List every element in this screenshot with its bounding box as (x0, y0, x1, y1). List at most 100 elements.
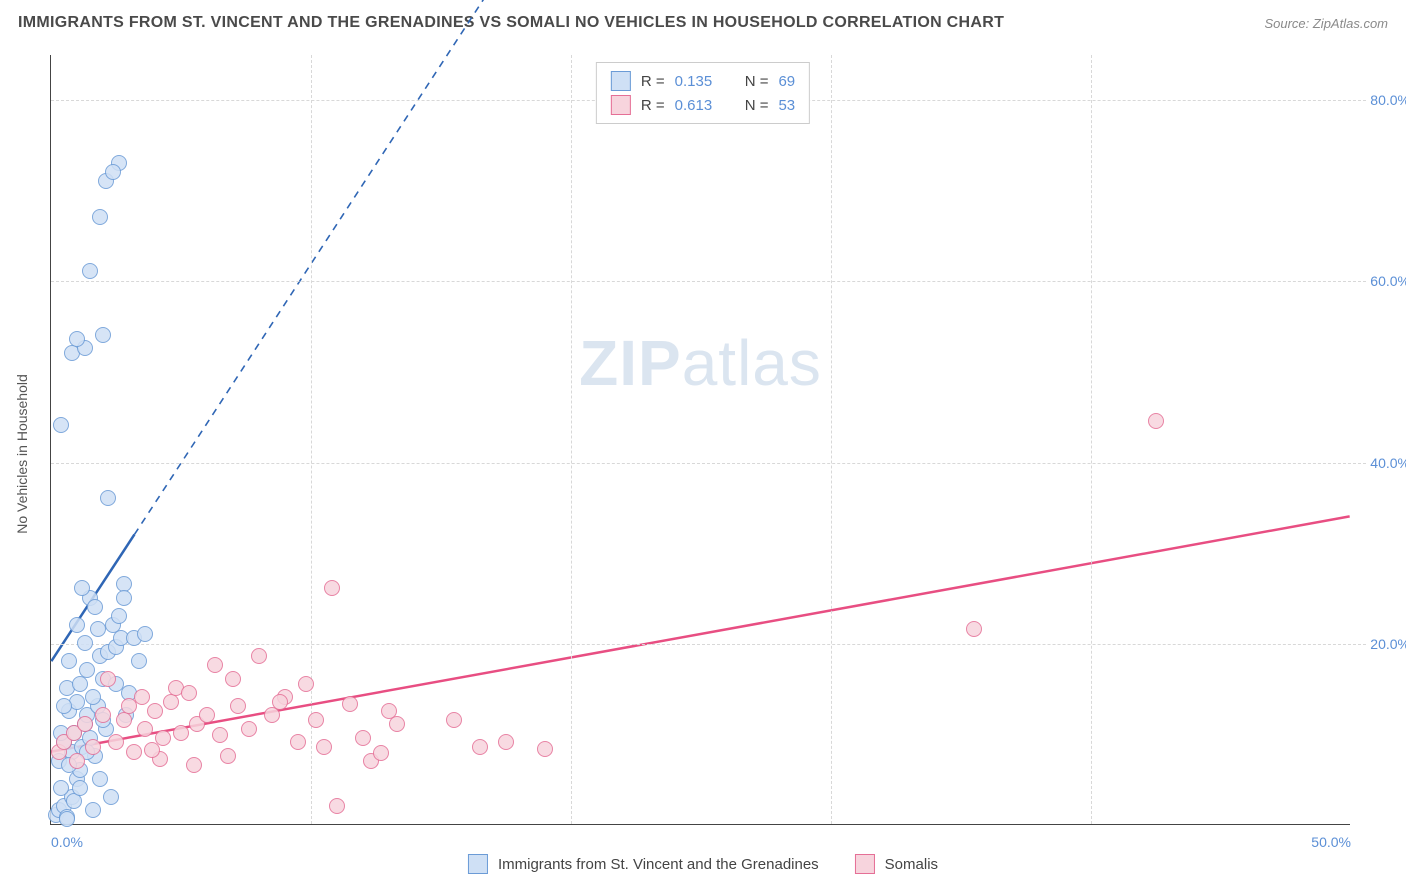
scatter-point (308, 712, 324, 728)
scatter-point (92, 771, 108, 787)
scatter-point (966, 621, 982, 637)
legend-n-value: 53 (778, 97, 795, 114)
gridline-horizontal (51, 644, 1366, 645)
scatter-point (59, 811, 75, 827)
scatter-point (137, 626, 153, 642)
scatter-point (100, 490, 116, 506)
scatter-point (251, 648, 267, 664)
scatter-point (298, 676, 314, 692)
scatter-point (126, 744, 142, 760)
scatter-point (199, 707, 215, 723)
scatter-point (207, 657, 223, 673)
scatter-point (1148, 413, 1164, 429)
scatter-point (100, 671, 116, 687)
source-label: Source: ZipAtlas.com (1264, 16, 1388, 31)
scatter-point (241, 721, 257, 737)
scatter-point (537, 741, 553, 757)
scatter-point (69, 753, 85, 769)
y-tick-label: 80.0% (1370, 92, 1406, 108)
scatter-point (53, 417, 69, 433)
gridline-vertical (1091, 55, 1092, 824)
legend-r-label: R = (641, 73, 665, 90)
x-tick-label: 50.0% (1311, 834, 1351, 850)
scatter-point (95, 327, 111, 343)
scatter-point (324, 580, 340, 596)
legend-n-value: 69 (778, 73, 795, 90)
scatter-point (95, 707, 111, 723)
scatter-point (105, 164, 121, 180)
scatter-point (147, 703, 163, 719)
scatter-point (264, 707, 280, 723)
scatter-point (69, 331, 85, 347)
scatter-point (355, 730, 371, 746)
scatter-point (137, 721, 153, 737)
bottom-legend-label: Immigrants from St. Vincent and the Gren… (498, 856, 819, 873)
scatter-point (446, 712, 462, 728)
scatter-point (342, 696, 358, 712)
trend-lines (51, 55, 1350, 824)
bottom-legend: Immigrants from St. Vincent and the Gren… (460, 854, 946, 874)
scatter-point (290, 734, 306, 750)
bottom-legend-label: Somalis (885, 856, 938, 873)
scatter-point (74, 580, 90, 596)
legend-swatch (855, 854, 875, 874)
bottom-legend-item: Immigrants from St. Vincent and the Gren… (468, 854, 819, 874)
scatter-point (90, 621, 106, 637)
legend-stats-box: R = 0.135 N = 69R = 0.613 N = 53 (596, 62, 810, 124)
scatter-point (272, 694, 288, 710)
scatter-point (85, 689, 101, 705)
scatter-point (373, 745, 389, 761)
legend-stats-row: R = 0.613 N = 53 (611, 93, 795, 117)
legend-stats-row: R = 0.135 N = 69 (611, 69, 795, 93)
scatter-point (85, 802, 101, 818)
scatter-point (82, 263, 98, 279)
legend-r-label: R = (641, 97, 665, 114)
scatter-point (389, 716, 405, 732)
scatter-point (79, 662, 95, 678)
scatter-point (181, 685, 197, 701)
scatter-point (111, 608, 127, 624)
legend-swatch (611, 71, 631, 91)
scatter-point (472, 739, 488, 755)
scatter-point (212, 727, 228, 743)
scatter-point (316, 739, 332, 755)
gridline-vertical (831, 55, 832, 824)
trend-line-solid (51, 516, 1349, 751)
legend-n-label: N = (745, 97, 769, 114)
legend-swatch (468, 854, 488, 874)
chart-title: IMMIGRANTS FROM ST. VINCENT AND THE GREN… (18, 14, 1004, 32)
y-tick-label: 60.0% (1370, 273, 1406, 289)
gridline-vertical (311, 55, 312, 824)
scatter-point (230, 698, 246, 714)
plot-area: ZIPatlas 20.0%40.0%60.0%80.0%0.0%50.0% (50, 55, 1350, 825)
scatter-point (72, 676, 88, 692)
scatter-point (329, 798, 345, 814)
legend-n-label: N = (745, 73, 769, 90)
scatter-point (77, 716, 93, 732)
gridline-horizontal (51, 463, 1366, 464)
scatter-point (72, 780, 88, 796)
y-tick-label: 40.0% (1370, 455, 1406, 471)
y-axis-label: No Vehicles in Household (14, 374, 30, 534)
legend-swatch (611, 95, 631, 115)
scatter-point (53, 780, 69, 796)
scatter-point (144, 742, 160, 758)
scatter-point (77, 635, 93, 651)
watermark: ZIPatlas (579, 326, 822, 400)
gridline-vertical (571, 55, 572, 824)
scatter-point (116, 590, 132, 606)
scatter-point (85, 739, 101, 755)
scatter-point (225, 671, 241, 687)
scatter-point (108, 734, 124, 750)
scatter-point (87, 599, 103, 615)
scatter-point (131, 653, 147, 669)
legend-r-value: 0.613 (675, 97, 713, 114)
scatter-point (56, 698, 72, 714)
x-tick-label: 0.0% (51, 834, 83, 850)
scatter-point (498, 734, 514, 750)
scatter-point (173, 725, 189, 741)
watermark-part2: atlas (682, 327, 822, 399)
scatter-point (186, 757, 202, 773)
scatter-point (92, 209, 108, 225)
watermark-part1: ZIP (579, 327, 682, 399)
